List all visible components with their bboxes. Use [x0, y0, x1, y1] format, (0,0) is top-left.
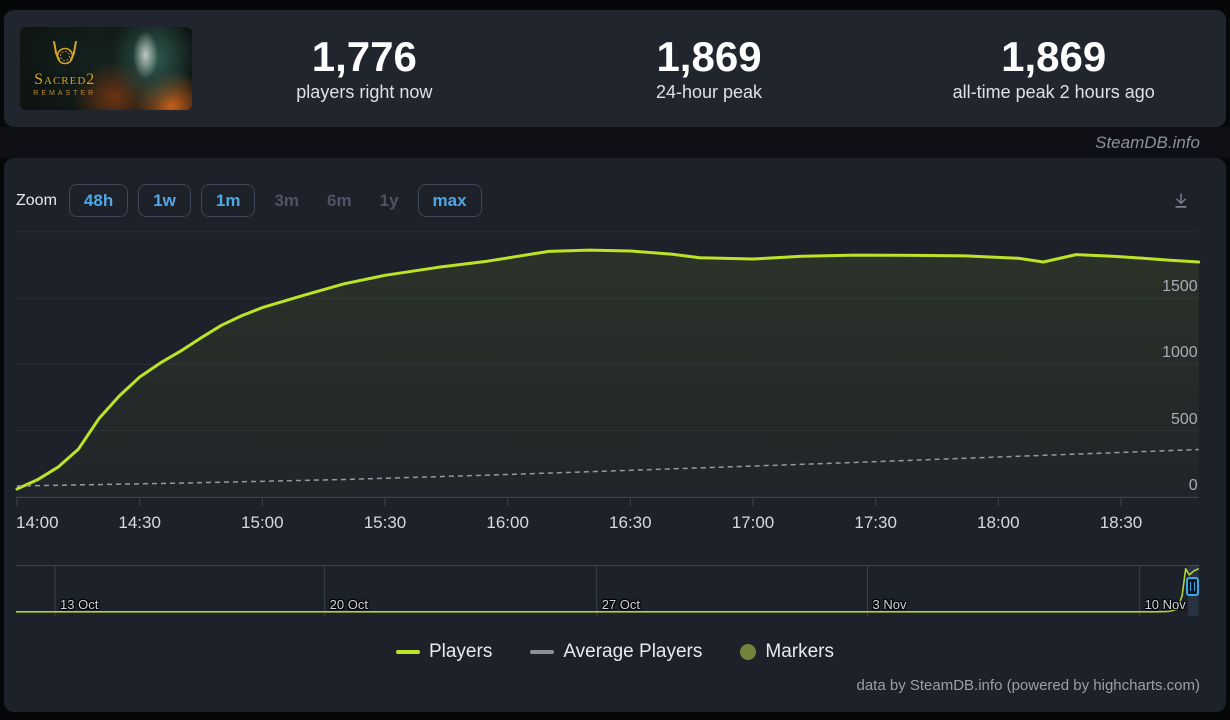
game-logo-title: Sacred2: [34, 71, 96, 88]
peak-24h-label: 24-hour peak: [655, 82, 763, 103]
zoom-button-1m[interactable]: 1m: [200, 184, 256, 217]
chart-legend: Players Average Players Markers: [0, 641, 1230, 663]
markers-circle-swatch: [740, 644, 757, 660]
player-stats: 1,776 players right now 1,869 24-hour pe…: [192, 10, 1226, 127]
game-emblem-icon: [52, 41, 77, 65]
average-players-line-swatch: [530, 650, 555, 654]
game-capsule-image[interactable]: Sacred2 REMASTER: [20, 27, 192, 110]
zoom-label: Zoom: [16, 191, 57, 209]
stat-current-players: 1,776 players right now: [192, 10, 537, 127]
stat-alltime-peak: 1,869 all-time peak 2 hours ago: [881, 10, 1226, 127]
download-chart-button[interactable]: [1166, 186, 1196, 216]
chart-plot-area[interactable]: [16, 232, 1199, 497]
zoom-button-48h[interactable]: 48h: [68, 184, 129, 217]
legend-item-markers[interactable]: Markers: [740, 641, 834, 663]
players-line-swatch: [395, 650, 420, 654]
zoom-button-1w[interactable]: 1w: [138, 184, 191, 217]
header-card: Sacred2 REMASTER 1,776 players right now…: [4, 10, 1226, 127]
alltime-peak-value: 1,869: [1001, 32, 1107, 80]
zoom-button-max[interactable]: max: [417, 184, 482, 217]
legend-markers-label: Markers: [765, 641, 835, 662]
current-players-label: players right now: [296, 82, 433, 103]
navigator-track[interactable]: [16, 565, 1199, 617]
stat-24h-peak: 1,869 24-hour peak: [537, 10, 882, 127]
zoom-button-6m: 6m: [318, 184, 361, 217]
legend-item-players[interactable]: Players: [395, 641, 493, 663]
navigator-handle[interactable]: [1186, 577, 1199, 596]
zoom-toolbar: Zoom 48h 1w 1m 3m 6m 1y max: [16, 182, 482, 219]
peak-24h-value: 1,869: [656, 32, 762, 80]
zoom-button-3m: 3m: [265, 184, 308, 217]
game-logo-subtitle: REMASTER: [33, 90, 97, 97]
game-logo: Sacred2 REMASTER: [20, 27, 109, 110]
chart-credit: data by SteamDB.info (powered by highcha…: [856, 677, 1201, 694]
legend-item-average-players[interactable]: Average Players: [530, 641, 702, 663]
alltime-peak-label: all-time peak 2 hours ago: [952, 82, 1155, 103]
legend-average-players-label: Average Players: [563, 641, 703, 662]
download-icon: [1175, 193, 1187, 208]
legend-players-label: Players: [428, 641, 493, 662]
brand-band: SteamDB.info: [0, 127, 1230, 158]
steamdb-link[interactable]: SteamDB.info: [1095, 132, 1200, 152]
zoom-button-1y: 1y: [371, 184, 408, 217]
current-players-value: 1,776: [311, 32, 417, 80]
